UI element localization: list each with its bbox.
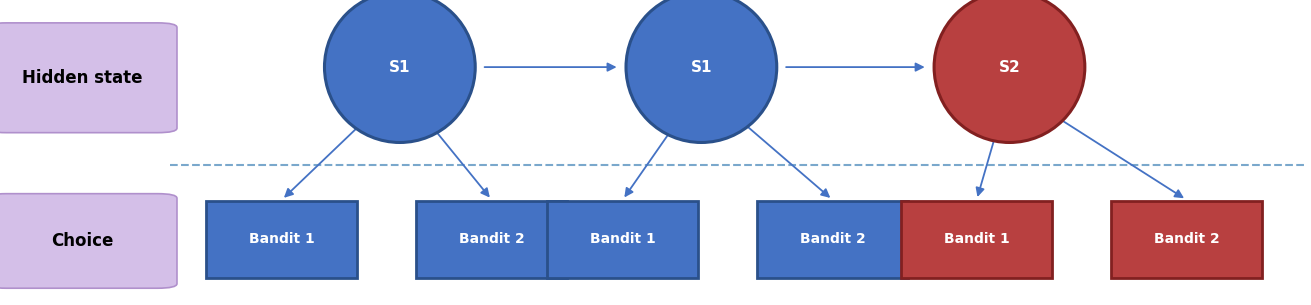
Text: Choice: Choice xyxy=(51,232,113,250)
Ellipse shape xyxy=(627,0,776,142)
FancyBboxPatch shape xyxy=(1112,201,1262,278)
FancyBboxPatch shape xyxy=(417,201,568,278)
Text: Bandit 1: Bandit 1 xyxy=(590,232,656,246)
Text: Bandit 1: Bandit 1 xyxy=(944,232,1009,246)
FancyBboxPatch shape xyxy=(0,194,177,288)
FancyBboxPatch shape xyxy=(902,201,1053,278)
FancyBboxPatch shape xyxy=(758,201,907,278)
Text: Bandit 1: Bandit 1 xyxy=(249,232,315,246)
FancyBboxPatch shape xyxy=(0,23,177,133)
FancyBboxPatch shape xyxy=(548,201,697,278)
Ellipse shape xyxy=(325,0,476,142)
Text: Bandit 2: Bandit 2 xyxy=(1154,232,1219,246)
FancyBboxPatch shape xyxy=(207,201,357,278)
Text: Bandit 2: Bandit 2 xyxy=(459,232,524,246)
Text: S1: S1 xyxy=(691,59,712,75)
Ellipse shape xyxy=(933,0,1086,142)
Text: S2: S2 xyxy=(999,59,1020,75)
Text: Hidden state: Hidden state xyxy=(22,69,142,87)
Text: Bandit 2: Bandit 2 xyxy=(800,232,865,246)
Text: S1: S1 xyxy=(389,59,410,75)
